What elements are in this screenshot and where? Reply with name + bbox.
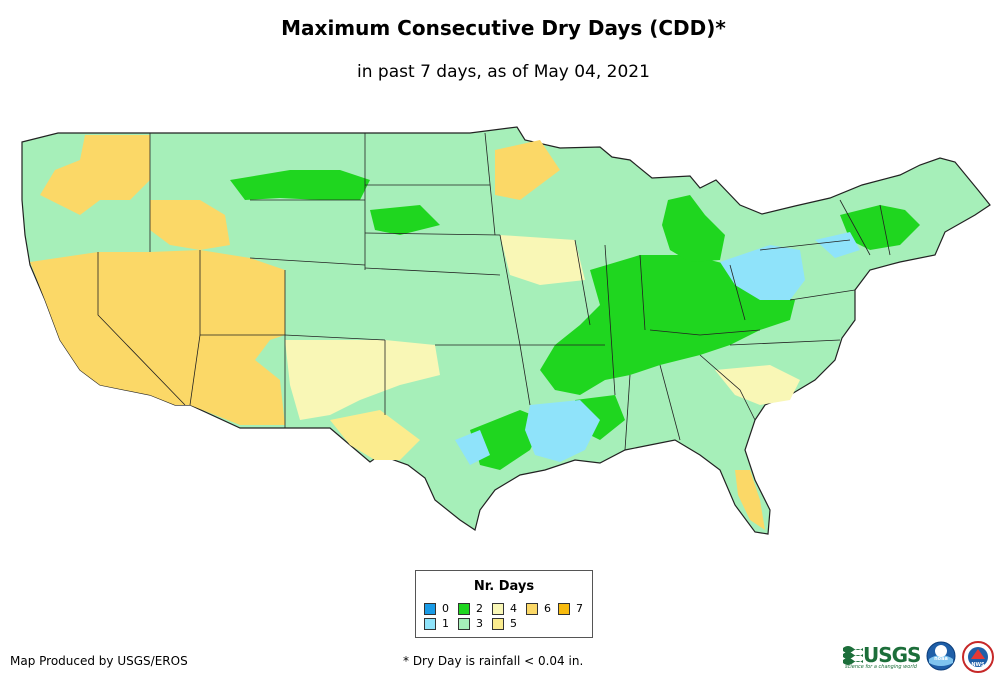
legend-swatch (558, 603, 570, 615)
usgs-logo-text: USGS (863, 643, 921, 667)
legend-label: 4 (510, 602, 517, 615)
region-texas-1day (455, 430, 490, 465)
legend-item-4: 4 (492, 603, 517, 615)
legend-item-5: 5 (492, 618, 517, 630)
state-boundaries (97, 132, 891, 451)
region-michigan-wet (662, 195, 725, 262)
region-nd-wet (370, 205, 440, 235)
legend-swatch (492, 603, 504, 615)
legend-item-0: 0 (424, 603, 449, 615)
legend-label: 0 (442, 602, 449, 615)
region-dakota-dry (495, 140, 560, 200)
legend-item-2: 2 (458, 603, 483, 615)
nws-logo-icon: NWS (962, 641, 994, 673)
dry-day-footnote: * Dry Day is rainfall < 0.04 in. (403, 654, 584, 668)
legend-label: 2 (476, 602, 483, 615)
region-west-texas (330, 410, 420, 460)
legend-label: 1 (442, 617, 449, 630)
legend-item-7: 7 (558, 603, 583, 615)
map-title: Maximum Consecutive Dry Days (CDD)* (281, 16, 726, 40)
region-louisiana-1day (525, 400, 600, 462)
region-ohio-valley-wet (540, 255, 795, 395)
legend-title: Nr. Days (473, 579, 535, 594)
legend-label: 3 (476, 617, 483, 630)
legend-swatch (526, 603, 538, 615)
map-credit: Map Produced by USGS/EROS (10, 654, 188, 668)
region-iowa-dry (500, 235, 585, 285)
legend-swatch (458, 618, 470, 630)
region-florida-dry (735, 470, 765, 530)
nws-logo-text: NWS (971, 662, 985, 668)
legend-label: 6 (544, 602, 551, 615)
region-pennsylvania-1day (720, 245, 805, 300)
usgs-logo: USGS science for a changing world (843, 641, 921, 670)
region-ny-1day (815, 232, 860, 258)
noaa-logo-icon: noaa (926, 641, 956, 671)
legend-label: 5 (510, 617, 517, 630)
region-northwest-dry (40, 135, 150, 215)
legend-label: 7 (576, 602, 583, 615)
legend-swatch (458, 603, 470, 615)
legend-swatch (424, 603, 436, 615)
noaa-logo-text: noaa (934, 656, 948, 662)
legend-item-3: 3 (458, 618, 483, 630)
region-idaho-dry (150, 200, 230, 250)
legend-item-6: 6 (526, 603, 551, 615)
region-southwest-dry (30, 250, 285, 425)
region-new-england-wet (840, 205, 920, 250)
region-texas-panhandle (285, 340, 440, 420)
legend-box: Nr. Days 0 1 2 3 4 5 6 7 (415, 570, 593, 638)
legend-swatch (424, 618, 436, 630)
usgs-tagline: science for a changing world (845, 664, 917, 670)
map-subtitle: in past 7 days, as of May 04, 2021 (357, 62, 650, 82)
usgs-wave-icon (843, 646, 863, 665)
legend-swatch (492, 618, 504, 630)
legend-item-1: 1 (424, 618, 449, 630)
us-landmass (21, 126, 991, 535)
region-montana-wet (230, 170, 370, 200)
region-carolinas-dry (715, 365, 800, 405)
